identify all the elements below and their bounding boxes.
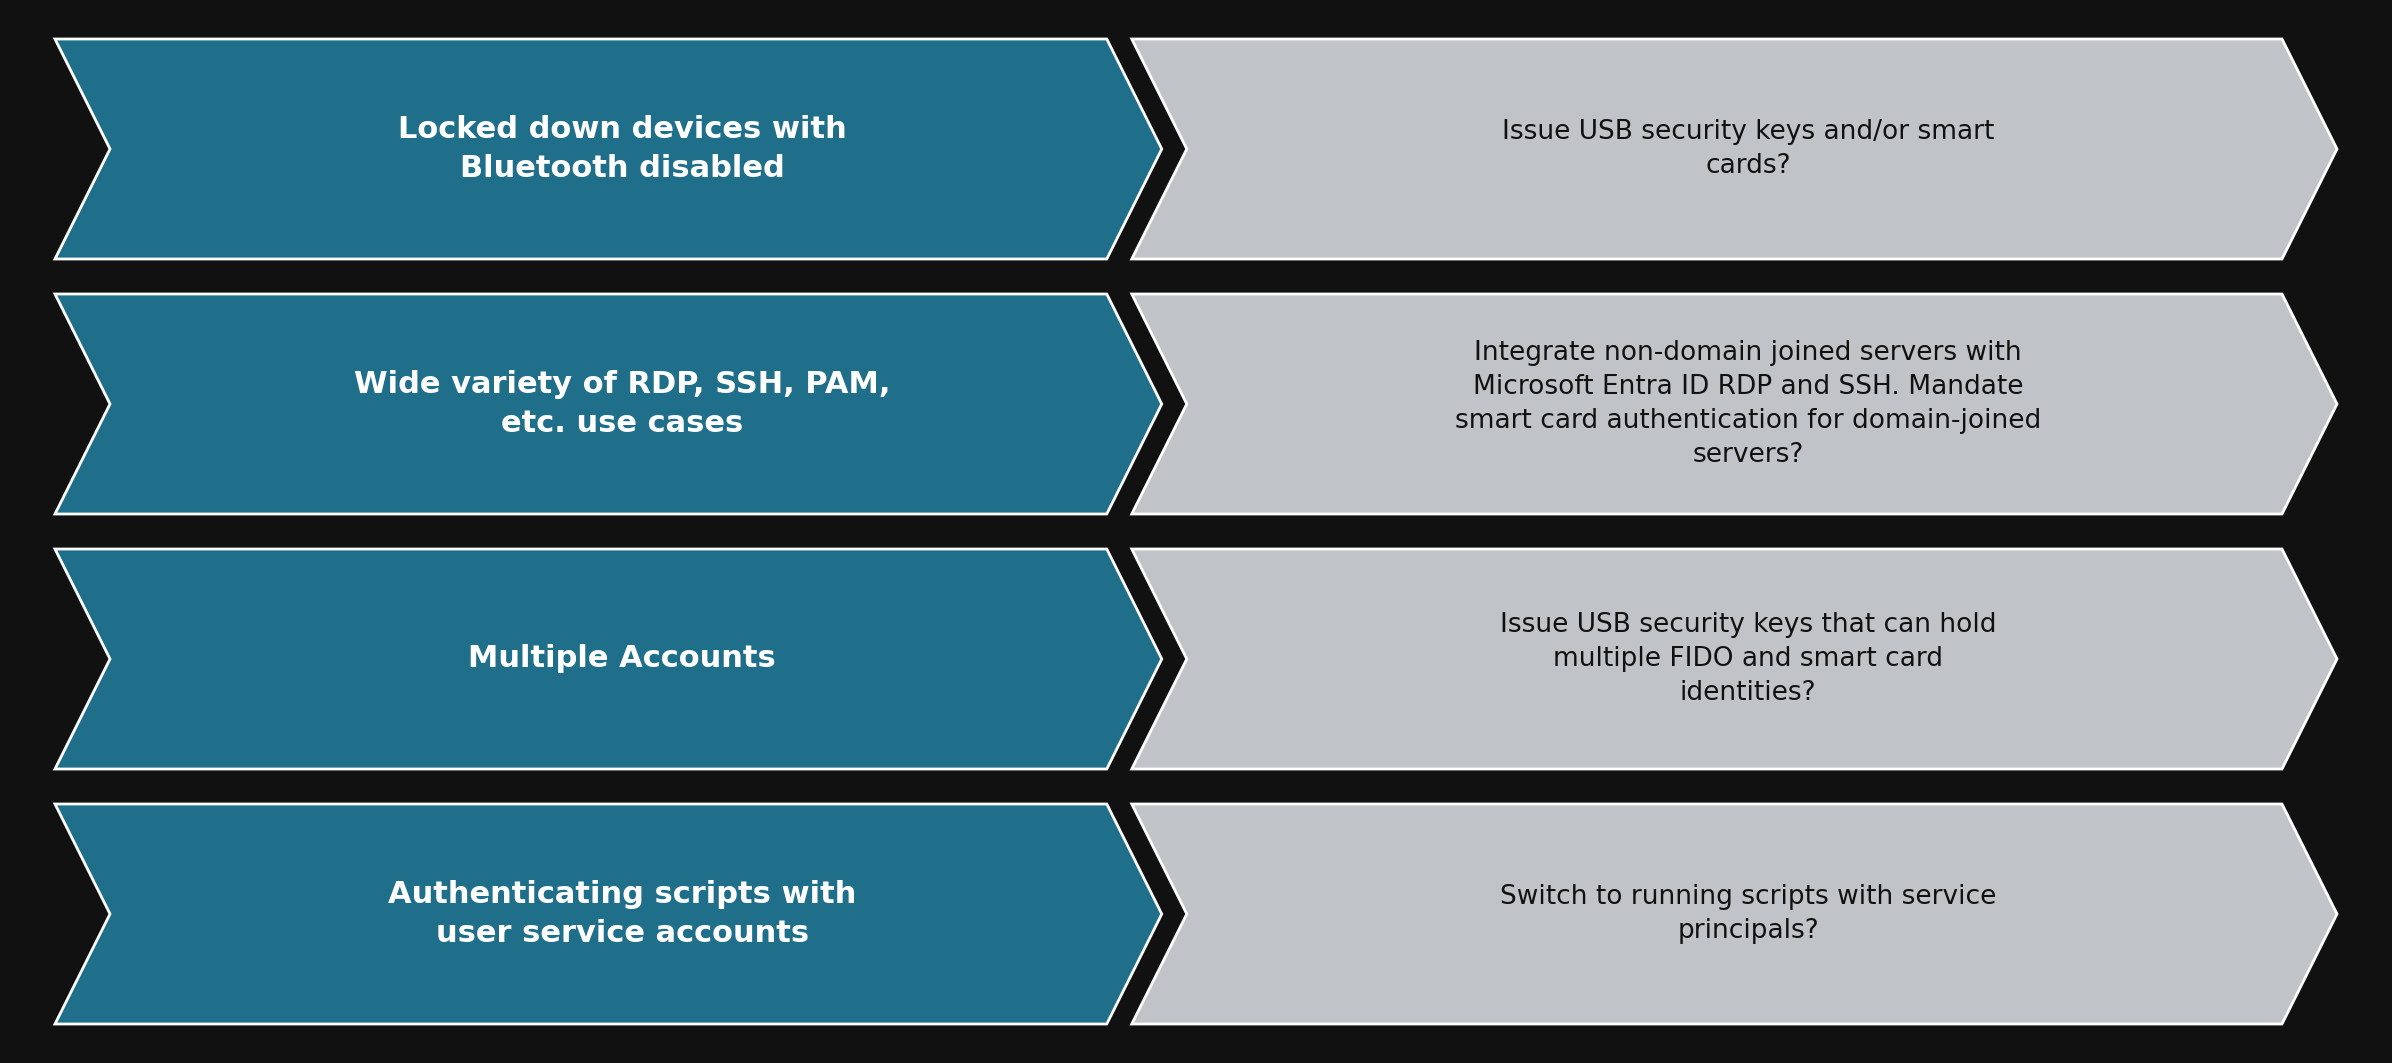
Text: Wide variety of RDP, SSH, PAM,
etc. use cases: Wide variety of RDP, SSH, PAM, etc. use … bbox=[354, 370, 890, 438]
Polygon shape bbox=[55, 549, 1163, 769]
Text: Multiple Accounts: Multiple Accounts bbox=[469, 644, 775, 674]
Polygon shape bbox=[55, 39, 1163, 259]
Polygon shape bbox=[1131, 804, 2337, 1024]
Text: Issue USB security keys and/or smart
cards?: Issue USB security keys and/or smart car… bbox=[1502, 119, 1995, 179]
Text: Issue USB security keys that can hold
multiple FIDO and smart card
identities?: Issue USB security keys that can hold mu… bbox=[1500, 612, 1997, 706]
Polygon shape bbox=[55, 294, 1163, 514]
Polygon shape bbox=[1131, 549, 2337, 769]
Text: Locked down devices with
Bluetooth disabled: Locked down devices with Bluetooth disab… bbox=[397, 116, 847, 183]
Polygon shape bbox=[55, 804, 1163, 1024]
Text: Authenticating scripts with
user service accounts: Authenticating scripts with user service… bbox=[388, 880, 856, 947]
Text: Integrate non-domain joined servers with
Microsoft Entra ID RDP and SSH. Mandate: Integrate non-domain joined servers with… bbox=[1454, 340, 2040, 468]
Polygon shape bbox=[1131, 294, 2337, 514]
Polygon shape bbox=[1131, 39, 2337, 259]
Text: Switch to running scripts with service
principals?: Switch to running scripts with service p… bbox=[1500, 884, 1997, 944]
